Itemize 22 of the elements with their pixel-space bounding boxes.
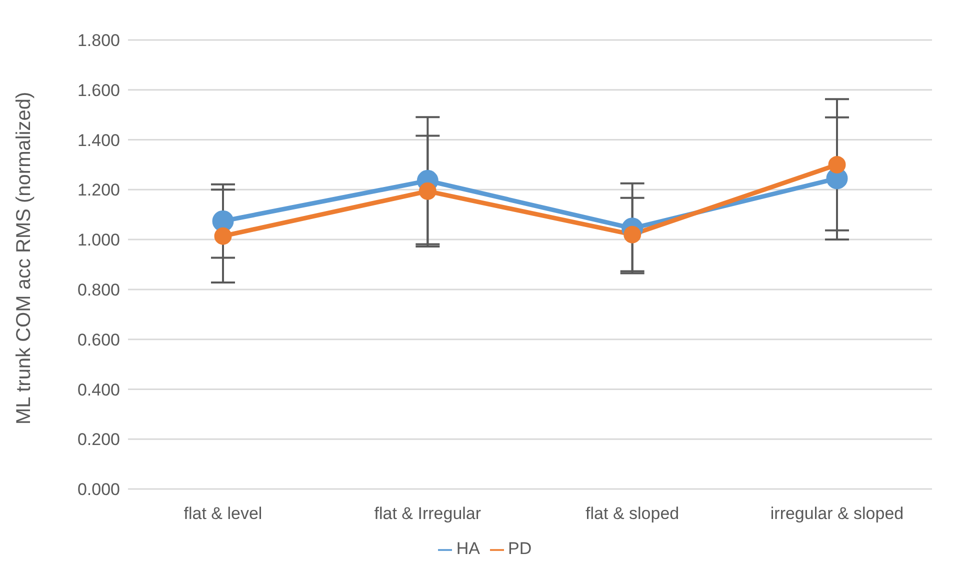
- y-tick-label: 0.800: [77, 280, 120, 300]
- point: [214, 227, 232, 245]
- y-tick-label: 0.400: [77, 380, 120, 400]
- y-axis-title: ML trunk COM acc RMS (normalized): [13, 92, 36, 424]
- x-tick-label: flat & sloped: [586, 504, 680, 524]
- x-tick-label: irregular & sloped: [770, 504, 904, 524]
- x-tick-label: flat & Irregular: [374, 504, 482, 524]
- x-tick-label: flat & level: [184, 504, 262, 524]
- point: [828, 156, 846, 174]
- point: [418, 182, 436, 200]
- legend-label: HA: [456, 539, 480, 558]
- y-tick-label: 1.400: [77, 130, 120, 150]
- y-tick-label: 1.200: [77, 180, 120, 200]
- point: [212, 210, 234, 232]
- y-tick-label: 1.600: [77, 80, 120, 100]
- y-tick-label: 0.200: [77, 430, 120, 450]
- legend-label: PD: [508, 539, 532, 558]
- y-tick-label: 1.000: [77, 230, 120, 250]
- y-tick-label: 0.600: [77, 330, 120, 350]
- point: [624, 226, 642, 244]
- y-tick-label: 1.800: [77, 31, 120, 50]
- y-tick-label: 0.000: [77, 480, 120, 500]
